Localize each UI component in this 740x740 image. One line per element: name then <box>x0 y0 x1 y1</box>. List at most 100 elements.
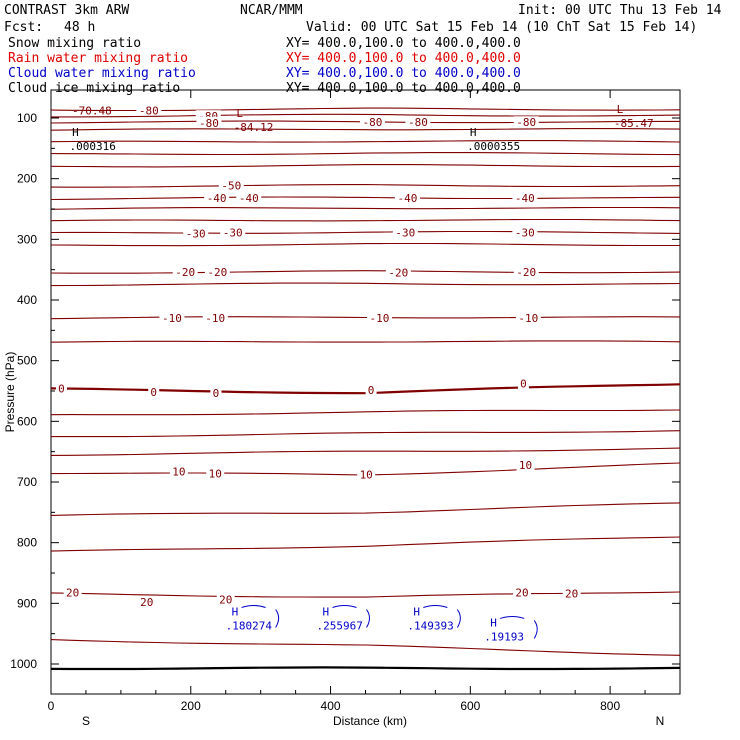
cloud-water-max-value: .19193 <box>484 630 524 643</box>
contour-label-bg <box>220 226 246 239</box>
high-marker: H <box>470 126 477 139</box>
contour-label-bg <box>517 377 529 390</box>
contour-label-bg <box>172 266 198 279</box>
contour-label: -40 <box>207 192 227 205</box>
contour-label: 10 <box>209 468 222 481</box>
contour-label: 0 <box>58 383 65 396</box>
x-tick-label: 800 <box>600 699 620 713</box>
contour-label-bg <box>206 467 225 480</box>
x-axis-label: Distance (km) <box>333 714 407 728</box>
isotherm-line <box>51 430 681 438</box>
forecast-label: Fcst: <box>4 20 44 35</box>
contour-label-bg <box>513 266 539 279</box>
contour-label-bg <box>365 383 377 396</box>
y-tick-label: 100 <box>17 111 37 125</box>
y-tick-label: 1000 <box>10 657 37 671</box>
x-tick-label: 200 <box>181 699 201 713</box>
isotherm-line <box>50 184 681 188</box>
contour-label-bg <box>136 104 162 117</box>
forecast-hour: 48 h <box>64 20 96 35</box>
org-label: NCAR/MMM <box>240 3 303 18</box>
contour-label-bg <box>159 312 185 325</box>
y-tick-label: 500 <box>17 354 37 368</box>
contour-label: -80 <box>408 116 428 129</box>
contour-label-bg <box>359 116 385 129</box>
contour-label-bg <box>236 192 262 205</box>
contour-label-bg <box>169 465 188 478</box>
y-tick-label: 700 <box>17 475 37 489</box>
isotherm-line <box>50 242 680 247</box>
isotherm-line <box>50 666 681 671</box>
contour-label: -30 <box>515 227 535 240</box>
init-time: Init: 00 UTC Thu 13 Feb 14 <box>518 3 722 18</box>
contour-label-bg <box>148 386 160 399</box>
isotherm-line <box>50 218 681 222</box>
contour-label: 20 <box>565 588 578 601</box>
low-marker: L <box>236 107 243 120</box>
cloud-water-max-value: .180274 <box>226 620 273 633</box>
contour-label-bg <box>183 227 209 240</box>
contour-label: -40 <box>397 192 417 205</box>
legend-cloudwater-xy: XY= 400.0,100.0 to 400.0,400.0 <box>286 66 521 81</box>
contour-label-bg <box>210 386 222 399</box>
x-tick-label: 600 <box>460 699 480 713</box>
contour-label: -80 <box>139 105 159 118</box>
contour-label-bg <box>516 459 535 472</box>
contour-label: -40 <box>515 192 535 205</box>
contour-label: -10 <box>205 312 225 325</box>
contour-label: -10 <box>370 312 390 325</box>
contour-label-bg <box>392 226 418 239</box>
contour-label-bg <box>55 382 67 395</box>
contour-label: -80 <box>199 117 219 130</box>
cloud-water-high-marker: H <box>413 606 420 619</box>
high-marker: H <box>72 126 79 139</box>
x-tick-label: 400 <box>321 699 341 713</box>
contour-label-bg <box>562 587 581 600</box>
contour-label: -20 <box>175 266 195 279</box>
cloud-water-high-marker: H <box>490 616 497 629</box>
contour-label-bg <box>216 593 235 606</box>
extreme-value-label: .000316 <box>69 140 115 153</box>
contour-label-bg <box>218 179 244 192</box>
isotherm-line <box>50 206 681 210</box>
isotherm-line <box>50 536 681 552</box>
contour-label: 20 <box>515 586 528 599</box>
isotherm-line <box>50 383 681 395</box>
contour-label: -80 <box>363 116 383 129</box>
contour-label-bg <box>515 312 541 325</box>
cloud-water-contour <box>423 605 461 628</box>
legend-rain-name: Rain water mixing ratio <box>8 51 189 66</box>
contour-label: -20 <box>388 267 408 280</box>
cloud-water-high-marker: H <box>322 606 329 619</box>
contour-label-bg <box>512 226 538 239</box>
contour-label-bg <box>512 192 538 205</box>
cloud-water-contour <box>500 615 538 639</box>
contour-label: -50 <box>221 179 241 192</box>
contour-label-bg <box>405 116 431 129</box>
y-tick-label: 400 <box>17 293 37 307</box>
isotherm-line <box>50 340 681 343</box>
y-tick-label: 200 <box>17 172 37 186</box>
legend-snow-xy: XY= 400.0,100.0 to 400.0,400.0 <box>286 36 521 51</box>
contour-label: 0 <box>520 378 527 391</box>
isotherm-line <box>50 196 681 201</box>
contour-label: -20 <box>516 266 536 279</box>
south-label: S <box>82 714 90 728</box>
contour-label-bg <box>204 266 230 279</box>
isotherm-line <box>50 164 681 168</box>
isotherm-line <box>50 447 681 456</box>
contour-label: 10 <box>519 459 532 472</box>
contour-label: 20 <box>140 596 153 609</box>
isotherm-line <box>50 316 681 320</box>
isotherm-line <box>50 152 681 156</box>
contour-label-bg <box>204 192 230 205</box>
contour-label-bg <box>63 586 82 599</box>
legend-snow-name: Snow mixing ratio <box>8 36 142 51</box>
north-label: N <box>656 714 665 728</box>
cloud-water-max-value: .255967 <box>316 620 362 633</box>
contour-label-bg <box>513 586 532 599</box>
extreme-value-label: -84.12 <box>234 121 274 134</box>
isotherm-line <box>50 128 681 131</box>
contour-label: -20 <box>207 266 227 279</box>
